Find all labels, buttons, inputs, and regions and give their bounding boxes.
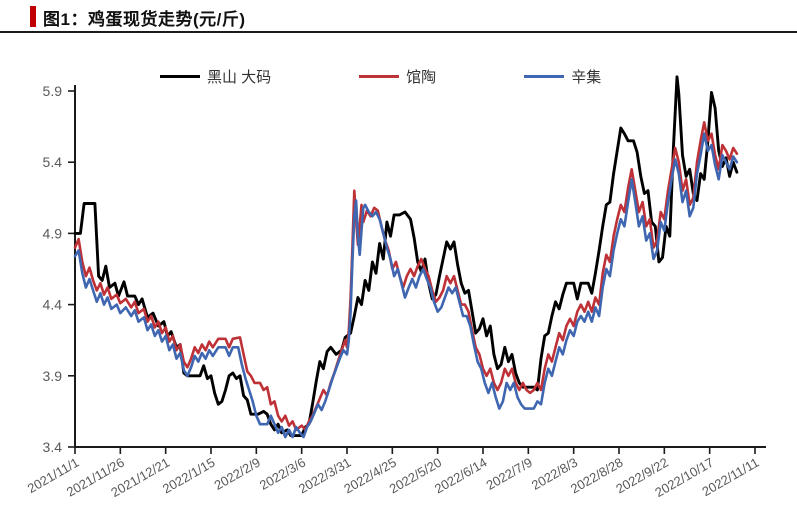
y-tick-label: 5.4 — [43, 154, 63, 170]
series-line-0 — [73, 75, 739, 438]
y-tick-label: 4.9 — [43, 225, 63, 241]
legend-label: 馆陶 — [406, 69, 437, 86]
legend-item-xinji: 辛集 — [524, 66, 601, 87]
legend-label: 辛集 — [571, 69, 602, 86]
legend-line-swatch-black — [160, 75, 200, 78]
series-line-2 — [73, 132, 739, 439]
x-tick-label: 2022/7/9 — [484, 455, 535, 493]
legend-item-guantao: 馆陶 — [359, 66, 436, 87]
x-tick-label: 2022/2/9 — [212, 455, 263, 493]
legend-line-swatch-red — [359, 75, 400, 78]
legend: 黑山 大码 馆陶 辛集 — [160, 66, 601, 87]
y-tick-label: 5.9 — [43, 83, 63, 99]
x-tick-label: 2022/6/14 — [432, 455, 490, 497]
x-tick-label: 2022/1/15 — [160, 455, 218, 497]
y-tick-label: 3.4 — [43, 439, 63, 455]
y-tick-label: 4.4 — [43, 297, 63, 313]
title-bar: 图1：鸡蛋现货走势(元/斤) — [0, 0, 797, 33]
legend-line-swatch-blue — [524, 75, 565, 78]
legend-label: 黑山 大码 — [207, 69, 272, 86]
title-accent-bar — [30, 6, 36, 27]
series-line-1 — [73, 121, 739, 432]
chart-title: 图1：鸡蛋现货走势(元/斤) — [43, 10, 246, 29]
legend-item-heishan: 黑山 大码 — [160, 66, 271, 87]
y-tick-label: 3.9 — [43, 368, 63, 384]
